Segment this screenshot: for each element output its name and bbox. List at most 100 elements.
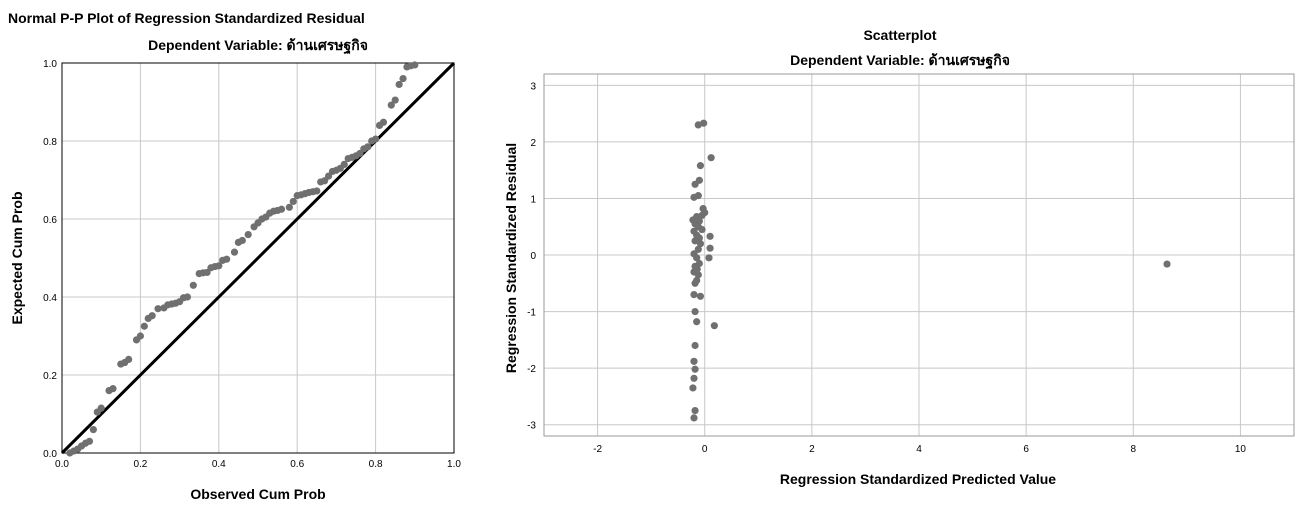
pp-plot-grid <box>62 63 454 453</box>
scatter-point <box>706 244 714 252</box>
scatter-point <box>691 406 699 415</box>
scatter-point <box>705 254 713 262</box>
scatter-point <box>691 237 699 245</box>
scatter-point <box>690 290 698 299</box>
pp-x-tick-label: 0.2 <box>133 459 147 470</box>
scatter-y-tick-label: 2 <box>530 138 536 149</box>
pp-point <box>97 404 105 412</box>
pp-point <box>379 118 388 126</box>
scatter-x-tick-label: 4 <box>916 444 922 455</box>
scatter-point <box>693 254 701 262</box>
scatter-y-tick-label: 1 <box>530 194 536 205</box>
pp-x-tick-label: 0.6 <box>290 459 304 470</box>
pp-point <box>223 255 231 263</box>
pp-x-tick-label: 0.4 <box>212 459 226 470</box>
scatter-point <box>694 192 702 200</box>
scatter-point <box>694 271 702 279</box>
pp-point <box>285 203 293 211</box>
pp-plot-ylabel: Expected Cum Prob <box>9 191 25 324</box>
pp-y-tick-label: 0.2 <box>43 371 57 382</box>
scatter-x-tick-label: 8 <box>1131 444 1137 455</box>
pp-y-tick-label: 0.8 <box>43 137 57 148</box>
scatter-point <box>698 225 706 234</box>
pp-point <box>364 143 372 151</box>
scatter-x-tick-label: -2 <box>593 444 602 455</box>
scatter-y-tick-label: 3 <box>530 81 536 92</box>
scatter-point <box>710 322 718 330</box>
scatterplot-frame <box>543 73 1295 437</box>
scatter-point <box>707 154 715 162</box>
scatterplot-ylabel: Regression Standardized Residual <box>503 143 519 373</box>
pp-point <box>136 332 144 340</box>
pp-plot-frame <box>61 62 455 454</box>
scatter-y-tick-label: 0 <box>530 251 536 262</box>
pp-plot-ticks: 0.0 0.2 0.4 0.6 0.8 1.0 0.0 0.2 0.4 0.6 0.8 1.0 <box>43 59 461 470</box>
pp-point <box>148 312 156 320</box>
scatter-point <box>691 279 699 287</box>
pp-point <box>340 160 348 168</box>
pp-y-tick-label: 1.0 <box>43 59 57 70</box>
pp-point <box>289 197 297 206</box>
scatter-point <box>694 245 702 253</box>
scatterplot-xlabel: Regression Standardized Predicted Value <box>780 471 1056 487</box>
scatterplot-ticks: -2 0 2 4 6 8 10 -3 -2 -1 0 1 2 3 <box>527 81 1246 455</box>
pp-x-tick-label: 0.0 <box>55 459 69 470</box>
scatter-x-tick-label: 6 <box>1023 444 1029 455</box>
scatterplot-title: Scatterplot <box>863 27 936 43</box>
pp-point <box>183 293 192 301</box>
scatter-point <box>696 292 705 300</box>
pp-point <box>189 281 197 289</box>
scatter-point <box>689 384 697 392</box>
scatter-point <box>693 318 701 326</box>
pp-plot-subtitle: Dependent Variable: ด้านเศรษฐกิจ <box>148 37 368 55</box>
scatterplot-subtitle: Dependent Variable: ด้านเศรษฐกิจ <box>790 52 1010 70</box>
pp-plot-points <box>66 61 419 457</box>
scatter-point <box>1163 260 1171 268</box>
pp-plot-title: Normal P-P Plot of Regression Standardiz… <box>8 10 365 26</box>
pp-point <box>140 322 148 330</box>
scatter-point <box>698 211 706 220</box>
pp-plot: Normal P-P Plot of Regression Standardiz… <box>8 10 461 502</box>
scatter-y-tick-label: -3 <box>527 421 536 432</box>
scatterplot: Scatterplot Dependent Variable: ด้านเศรษ… <box>503 27 1295 487</box>
pp-y-tick-label: 0.6 <box>43 215 57 226</box>
pp-point <box>372 135 380 143</box>
pp-point <box>85 437 94 445</box>
scatter-point <box>690 357 698 365</box>
pp-plot-reference-line <box>60 61 456 455</box>
pp-point <box>277 205 286 213</box>
pp-y-tick-label: 0.0 <box>43 449 57 460</box>
pp-point <box>387 101 395 109</box>
pp-point <box>395 80 403 89</box>
pp-x-tick-label: 1.0 <box>447 459 461 470</box>
pp-point <box>215 262 223 270</box>
pp-point <box>313 187 321 195</box>
pp-point <box>411 61 419 69</box>
scatter-y-tick-label: -2 <box>527 364 536 375</box>
scatterplot-points <box>689 119 1171 422</box>
scatter-x-tick-label: 2 <box>809 444 815 455</box>
pp-point <box>109 385 117 393</box>
pp-point <box>391 96 399 104</box>
pp-point <box>238 236 246 245</box>
scatter-point <box>690 414 698 422</box>
pp-point <box>244 231 252 239</box>
pp-y-tick-label: 0.4 <box>43 293 57 304</box>
scatter-point <box>696 162 705 170</box>
pp-point <box>399 75 407 83</box>
scatter-x-tick-label: 10 <box>1235 444 1247 455</box>
scatter-point <box>691 365 699 373</box>
scatterplot-grid <box>544 74 1294 436</box>
scatter-point <box>700 119 708 127</box>
scatter-point <box>695 176 703 184</box>
pp-plot-xlabel: Observed Cum Prob <box>190 486 325 502</box>
scatter-point <box>696 240 705 248</box>
pp-point <box>89 426 97 434</box>
pp-x-tick-label: 0.8 <box>369 459 383 470</box>
scatter-point <box>691 341 699 350</box>
scatter-point <box>690 374 698 382</box>
scatter-point <box>706 232 714 240</box>
pp-point <box>125 355 133 363</box>
scatter-x-tick-label: 0 <box>702 444 708 455</box>
